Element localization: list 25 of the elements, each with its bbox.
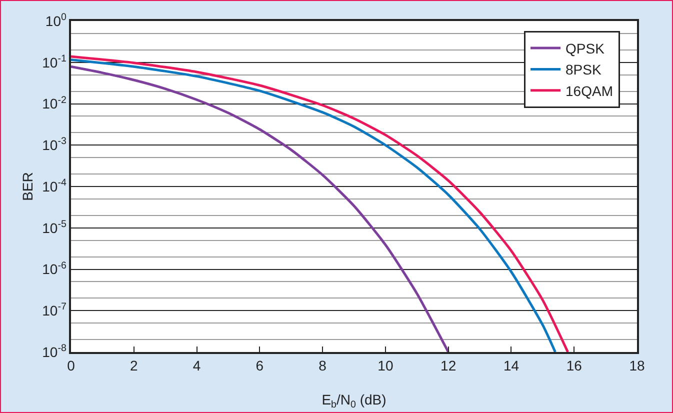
y-tick-label: 10$^{-2}$ xyxy=(42,94,66,112)
x-tick-label: 14 xyxy=(503,358,520,374)
x-tick-label: 18 xyxy=(629,358,645,374)
x-tick-label: 0 xyxy=(67,358,76,374)
line-series xyxy=(71,65,450,352)
y-tick-label: 10$^{-1}$ xyxy=(42,53,66,70)
x-tick-label: 8 xyxy=(318,358,327,374)
y-tick-label: 10$^{-5}$ xyxy=(42,218,67,236)
legend-label: QPSK xyxy=(566,40,606,56)
legend-label: 16QAM xyxy=(566,82,613,99)
x-tick-label: 16 xyxy=(566,358,582,374)
y-axis-title: BER xyxy=(20,172,36,201)
x-tick-label: 2 xyxy=(130,358,138,374)
y-tick-label: 10$^{-7}$ xyxy=(42,302,66,319)
x-axis-title: E$_{b}$/N$_{0}$ (dB) xyxy=(322,392,386,410)
x-tick-label: 10 xyxy=(378,358,394,374)
y-tick-label: 10$^{-3}$ xyxy=(42,136,67,154)
x-tick-label: 6 xyxy=(256,358,264,374)
legend-label: 8PSK xyxy=(566,62,602,78)
y-tick-label: 10$^{-4}$ xyxy=(42,178,67,194)
x-tick-label: 4 xyxy=(192,358,201,374)
y-tick-label: 10$^{-6}$ xyxy=(42,260,67,278)
x-tick-label: 12 xyxy=(440,358,456,374)
y-tick-label: 10$^{0}$ xyxy=(45,12,67,29)
y-tick-label: 10$^{-8}$ xyxy=(42,343,67,360)
